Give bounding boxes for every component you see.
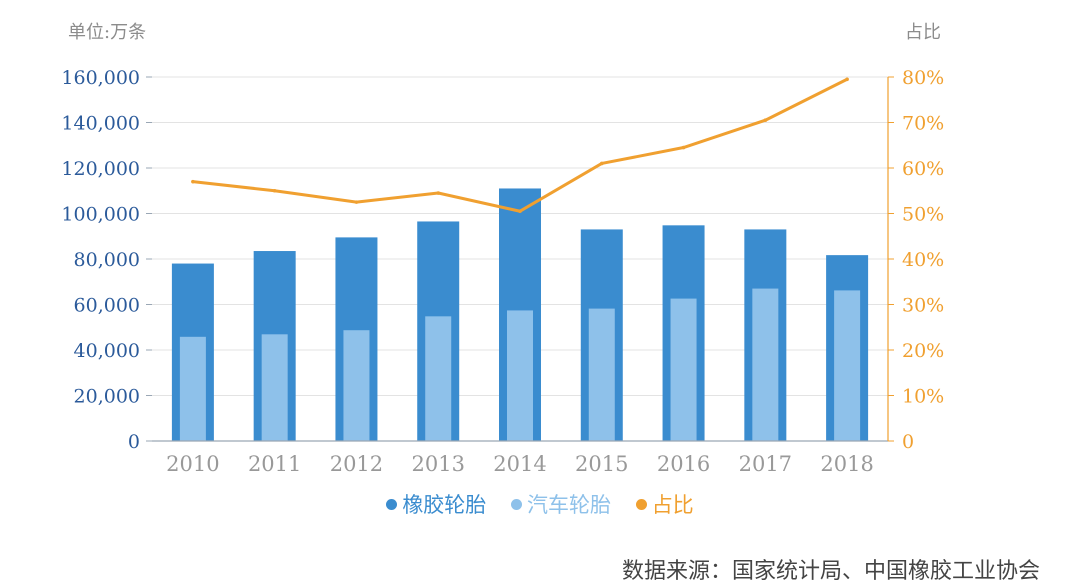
- legend-item-tire: 橡胶轮胎: [386, 489, 486, 519]
- x-axis-tick-label: 2018: [820, 452, 873, 476]
- x-axis-tick-label: 2013: [411, 452, 464, 476]
- left-axis-tick-label: 20,000: [74, 386, 140, 408]
- x-axis-tick-label: 2012: [330, 452, 383, 476]
- bar-auto-tire: [507, 310, 533, 441]
- left-axis-unit-label: 单位:万条: [68, 22, 147, 43]
- line-share-point: [272, 188, 277, 193]
- right-axis-tick-label: 70%: [902, 113, 944, 135]
- legend-dot-share: [635, 499, 647, 510]
- line-share-point: [191, 179, 195, 184]
- right-axis-tick-label: 60%: [902, 158, 944, 180]
- line-share-point: [845, 77, 849, 82]
- left-axis-tick-label: 80,000: [74, 249, 140, 271]
- right-axis-unit-label: 占比: [905, 22, 941, 43]
- x-axis-tick-label: 2010: [166, 452, 219, 476]
- bar-auto-tire: [588, 308, 615, 441]
- legend-dot-tire: [386, 499, 398, 510]
- right-axis-tick-label: 50%: [902, 204, 944, 226]
- bar-auto-tire: [670, 298, 697, 441]
- right-axis-tick-label: 30%: [902, 295, 944, 317]
- legend-dot-auto-tire: [511, 499, 522, 510]
- left-axis-tick-label: 0: [128, 431, 140, 453]
- legend-item-share: 占比: [635, 489, 694, 519]
- right-axis-tick-label: 80%: [902, 67, 944, 89]
- left-axis-tick-label: 120,000: [61, 158, 140, 180]
- line-share-point: [436, 191, 441, 195]
- legend-label-share: 占比: [651, 493, 694, 517]
- chart-legend: 橡胶轮胎 汽车轮胎 占比: [0, 489, 1080, 519]
- line-share-point: [354, 200, 359, 204]
- x-axis-tick-label: 2011: [248, 452, 301, 476]
- line-share-point: [681, 145, 686, 150]
- bar-auto-tire: [179, 336, 206, 441]
- line-share-point: [599, 161, 604, 166]
- left-axis-tick-label: 100,000: [61, 204, 140, 226]
- x-axis-tick-label: 2017: [739, 452, 792, 476]
- bar-auto-tire: [425, 316, 452, 441]
- left-axis-tick-label: 60,000: [74, 295, 140, 317]
- bar-auto-tire: [752, 288, 779, 441]
- legend-item-auto-tire: 汽车轮胎: [511, 489, 611, 519]
- bar-auto-tire: [343, 330, 370, 441]
- x-axis-tick-label: 2016: [657, 452, 710, 476]
- left-axis-tick-label: 160,000: [61, 67, 140, 89]
- left-axis-tick-label: 40,000: [74, 340, 140, 362]
- right-axis-tick-label: 10%: [902, 386, 944, 408]
- bar-auto-tire: [261, 334, 288, 441]
- source-note: 数据来源：国家统计局、中国橡胶工业协会: [621, 559, 1040, 584]
- x-axis-tick-label: 2015: [575, 452, 628, 476]
- right-axis-tick-label: 40%: [902, 249, 944, 271]
- legend-label-tire: 橡胶轮胎: [402, 493, 487, 517]
- bar-auto-tire: [834, 290, 861, 441]
- line-share-point: [763, 118, 768, 123]
- x-axis-tick-label: 2014: [493, 452, 546, 476]
- right-axis-tick-label: 0: [902, 431, 914, 453]
- legend-label-auto-tire: 汽车轮胎: [527, 493, 611, 517]
- line-share-point: [518, 209, 522, 214]
- left-axis-tick-label: 140,000: [61, 113, 140, 135]
- right-axis-tick-label: 20%: [902, 340, 944, 362]
